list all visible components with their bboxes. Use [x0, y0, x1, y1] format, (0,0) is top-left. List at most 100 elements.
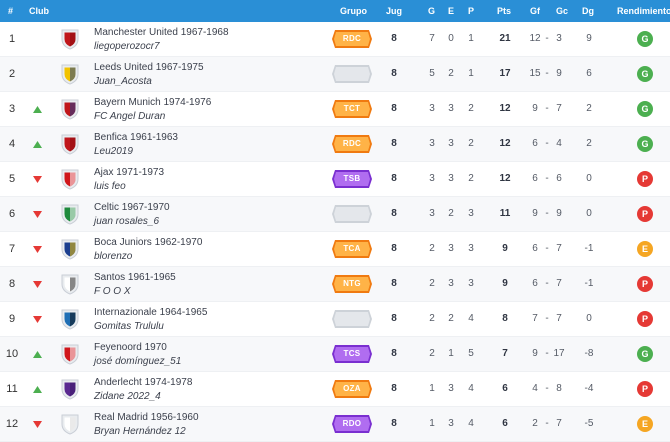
goal-difference: -5 — [584, 418, 594, 429]
header-rendimiento[interactable]: Rendimiento — [617, 6, 670, 16]
goals-for: 9 — [532, 348, 538, 359]
club-name[interactable]: Santos 1961-1965 — [94, 272, 176, 283]
group-badge[interactable] — [331, 308, 373, 330]
trend-none — [33, 71, 42, 78]
table-row[interactable]: 3 Bayern Munich 1974-1976 FC Angel Duran… — [0, 92, 670, 127]
group-badge[interactable]: OZA — [331, 378, 373, 400]
manager-name[interactable]: Bryan Hernández 12 — [94, 426, 186, 437]
club-cell[interactable]: Celtic 1967-1970 juan rosales_6 — [94, 201, 324, 228]
played-count: 8 — [391, 278, 397, 289]
goals-for: 9 — [532, 208, 538, 219]
table-row[interactable]: 7 Boca Juniors 1962-1970 blorenzo TCA 8 … — [0, 232, 670, 267]
performance-badge[interactable]: P — [637, 381, 653, 397]
table-row[interactable]: 11 Anderlecht 1974-1978 Zidane 2022_4 OZ… — [0, 372, 670, 407]
performance-badge[interactable]: E — [637, 416, 653, 432]
header-gc[interactable]: Gc — [556, 6, 569, 16]
table-row[interactable]: 10 Feyenoord 1970 josé domínguez_51 TCS … — [0, 337, 670, 372]
table-row[interactable]: 8 Santos 1961-1965 F O O X NTG 8 2 3 3 9… — [0, 267, 670, 302]
performance-badge[interactable]: G — [637, 136, 653, 152]
goals-against: 17 — [553, 348, 565, 359]
goals-separator: - — [545, 243, 549, 254]
performance-badge[interactable]: P — [637, 171, 653, 187]
club-cell[interactable]: Santos 1961-1965 F O O X — [94, 271, 324, 298]
manager-name[interactable]: josé domínguez_51 — [94, 356, 182, 367]
club-name[interactable]: Leeds United 1967-1975 — [94, 62, 204, 73]
draws-count: 3 — [448, 418, 454, 429]
club-cell[interactable]: Manchester United 1967-1968 liegoperozoc… — [94, 26, 324, 53]
group-badge[interactable]: TSB — [331, 168, 373, 190]
group-badge[interactable] — [331, 63, 373, 85]
group-badge-label: TCA — [343, 244, 361, 253]
table-row[interactable]: 4 Benfica 1961-1963 Leu2019 RDC 8 3 3 2 … — [0, 127, 670, 162]
manager-name[interactable]: F O O X — [94, 286, 131, 297]
manager-name[interactable]: Gomitas Trululu — [94, 321, 164, 332]
manager-name[interactable]: FC Angel Duran — [94, 111, 166, 122]
group-badge[interactable]: TCA — [331, 238, 373, 260]
table-row[interactable]: 5 Ajax 1971-1973 luis feo TSB 8 3 3 2 12… — [0, 162, 670, 197]
table-row[interactable]: 9 Internazionale 1964-1965 Gomitas Trulu… — [0, 302, 670, 337]
club-cell[interactable]: Feyenoord 1970 josé domínguez_51 — [94, 341, 324, 368]
club-cell[interactable]: Bayern Munich 1974-1976 FC Angel Duran — [94, 96, 324, 123]
header-g[interactable]: G — [428, 6, 436, 16]
header-p[interactable]: P — [468, 6, 475, 16]
played-count: 8 — [391, 348, 397, 359]
table-row[interactable]: 6 Celtic 1967-1970 juan rosales_6 8 3 2 … — [0, 197, 670, 232]
club-name[interactable]: Boca Juniors 1962-1970 — [94, 237, 203, 248]
performance-badge[interactable]: G — [637, 31, 653, 47]
club-name[interactable]: Feyenoord 1970 — [94, 342, 167, 353]
club-name[interactable]: Celtic 1967-1970 — [94, 202, 170, 213]
performance-badge[interactable]: P — [637, 276, 653, 292]
club-cell[interactable]: Benfica 1961-1963 Leu2019 — [94, 131, 324, 158]
header-gf[interactable]: Gf — [530, 6, 540, 16]
header-dg[interactable]: Dg — [582, 6, 594, 16]
club-cell[interactable]: Boca Juniors 1962-1970 blorenzo — [94, 236, 324, 263]
manager-name[interactable]: Zidane 2022_4 — [94, 391, 161, 402]
group-badge-label: RDO — [342, 419, 362, 428]
club-name[interactable]: Anderlecht 1974-1978 — [94, 377, 193, 388]
header-jug[interactable]: Jug — [386, 6, 403, 16]
goals-for: 9 — [532, 103, 538, 114]
group-badge[interactable]: TCT — [331, 98, 373, 120]
club-cell[interactable]: Leeds United 1967-1975 Juan_Acosta — [94, 61, 324, 88]
performance-badge[interactable]: E — [637, 241, 653, 257]
club-name[interactable]: Real Madrid 1956-1960 — [94, 412, 199, 423]
club-name[interactable]: Benfica 1961-1963 — [94, 132, 178, 143]
manager-name[interactable]: juan rosales_6 — [94, 216, 160, 227]
manager-name[interactable]: Juan_Acosta — [94, 76, 152, 87]
position-number: 10 — [5, 348, 19, 360]
club-name[interactable]: Bayern Munich 1974-1976 — [94, 97, 212, 108]
club-name[interactable]: Internazionale 1964-1965 — [94, 307, 208, 318]
performance-badge[interactable]: P — [637, 206, 653, 222]
performance-badge[interactable]: G — [637, 66, 653, 82]
performance-badge[interactable]: P — [637, 311, 653, 327]
club-name[interactable]: Ajax 1971-1973 — [94, 167, 165, 178]
manager-name[interactable]: luis feo — [94, 181, 126, 192]
header-e[interactable]: E — [448, 6, 455, 16]
goals-separator: - — [545, 33, 549, 44]
points-value: 6 — [502, 383, 508, 394]
club-cell[interactable]: Internazionale 1964-1965 Gomitas Trululu — [94, 306, 324, 333]
group-badge[interactable]: NTG — [331, 273, 373, 295]
points-value: 8 — [502, 313, 508, 324]
red-white-striped-shield-icon — [58, 167, 82, 191]
group-badge[interactable]: TCS — [331, 343, 373, 365]
header-grupo[interactable]: Grupo — [340, 6, 367, 16]
table-row[interactable]: 2 Leeds United 1967-1975 Juan_Acosta 8 5… — [0, 57, 670, 92]
header-club[interactable]: Club — [29, 6, 49, 16]
club-name[interactable]: Manchester United 1967-1968 — [94, 27, 229, 38]
group-badge[interactable]: RDC — [331, 28, 373, 50]
header-pts[interactable]: Pts — [497, 6, 512, 16]
performance-badge[interactable]: G — [637, 346, 653, 362]
position-number: 5 — [8, 173, 16, 185]
club-cell[interactable]: Anderlecht 1974-1978 Zidane 2022_4 — [94, 376, 324, 403]
performance-badge[interactable]: G — [637, 101, 653, 117]
group-badge[interactable]: RDC — [331, 133, 373, 155]
table-row[interactable]: 1 Manchester United 1967-1968 liegoperoz… — [0, 22, 670, 57]
manager-name[interactable]: liegoperozocr7 — [94, 41, 160, 52]
group-badge[interactable] — [331, 203, 373, 225]
manager-name[interactable]: blorenzo — [94, 251, 133, 262]
club-cell[interactable]: Ajax 1971-1973 luis feo — [94, 166, 324, 193]
wins-count: 2 — [429, 278, 435, 289]
manager-name[interactable]: Leu2019 — [94, 146, 133, 157]
group-badge[interactable]: RDO — [331, 413, 373, 435]
